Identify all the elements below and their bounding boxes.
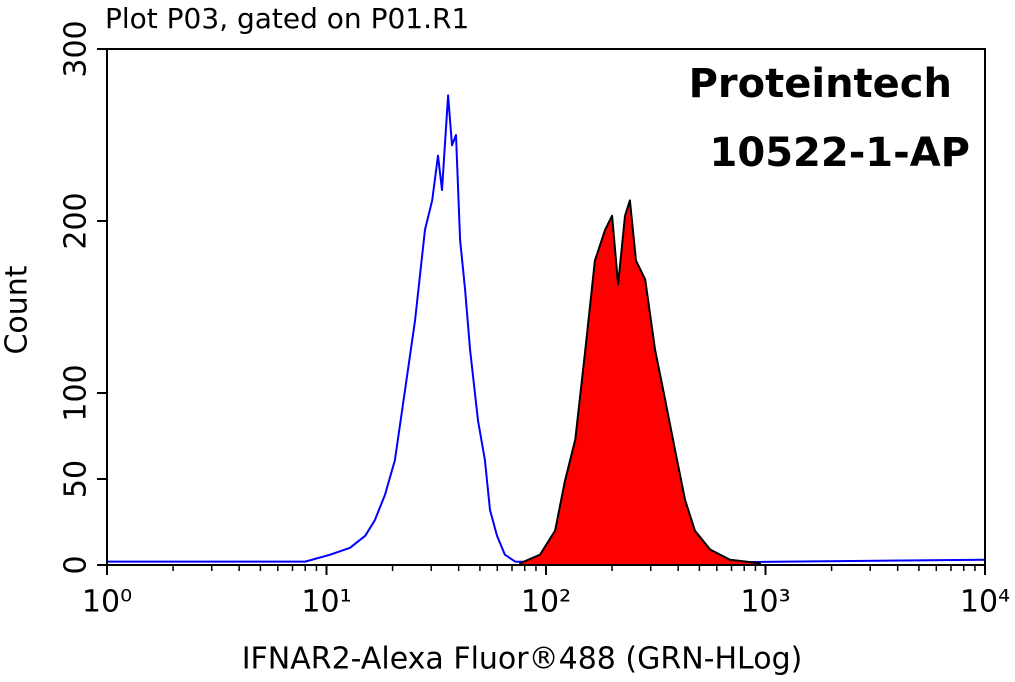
x-axis-label: IFNAR2-Alexa Fluor®488 (GRN-HLog) (242, 642, 803, 677)
y-tick-label: 300 (59, 20, 94, 77)
y-tick-label: 0 (59, 555, 94, 574)
histogram-line (107, 94, 986, 565)
x-tick-label: 10³ (740, 585, 790, 620)
annotation: Proteintech (689, 61, 952, 107)
filled-histogram (519, 199, 761, 566)
y-axis-label: Count (0, 265, 35, 354)
x-tick-label: 10² (521, 585, 571, 620)
x-tick-label: 10⁰ (82, 585, 132, 620)
y-tick-label: 50 (59, 460, 94, 498)
x-tick-label: 10¹ (301, 585, 351, 620)
chart-title: Plot P03, gated on P01.R1 (105, 2, 469, 35)
x-tick-label: 10⁴ (960, 585, 1010, 620)
plot-frame (106, 48, 986, 566)
y-tick-label: 100 (59, 364, 94, 421)
annotation: 10522-1-AP (710, 130, 970, 176)
y-tick-label: 200 (59, 192, 94, 249)
